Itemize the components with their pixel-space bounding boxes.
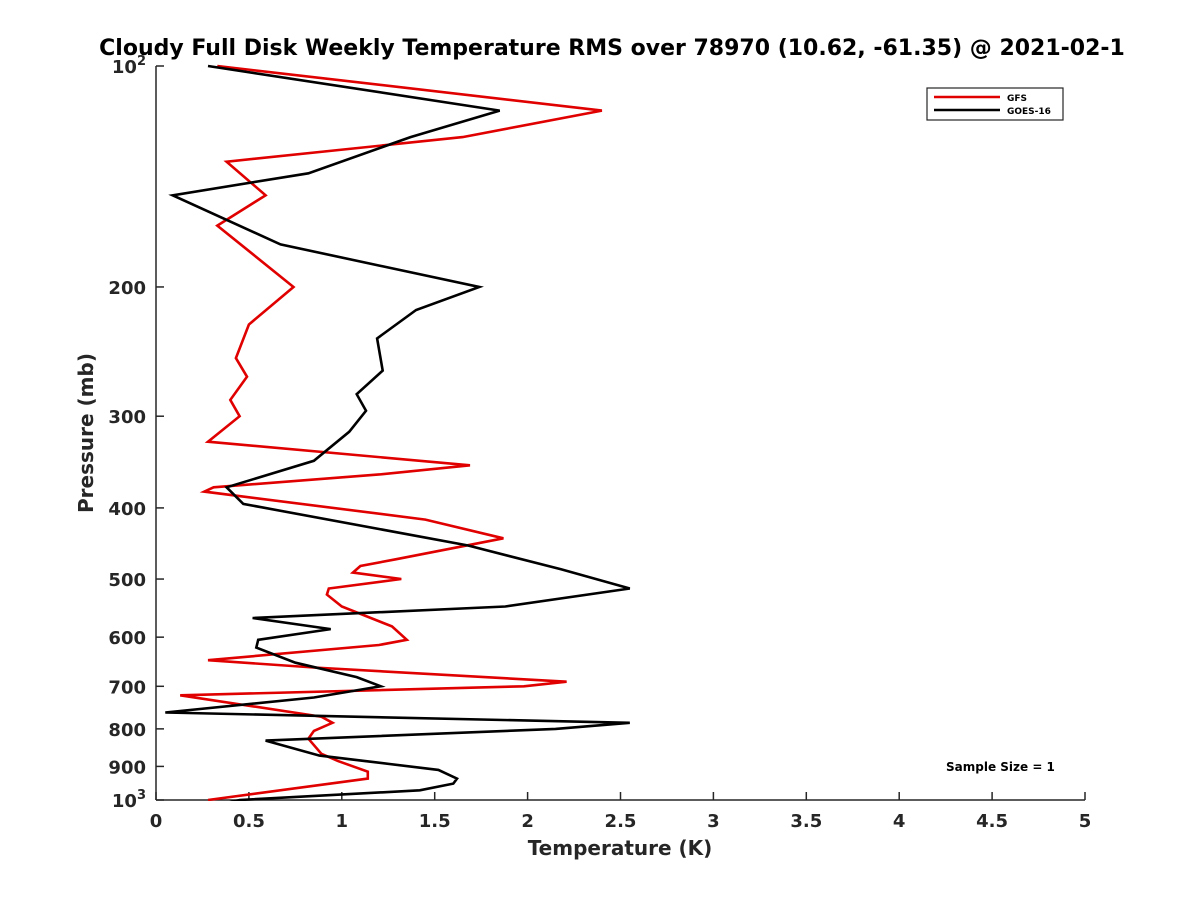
y-tick-label: 600 [108, 628, 146, 649]
y-tick-label: 500 [108, 570, 146, 591]
legend: GFS GOES-16 [926, 87, 1064, 121]
y-tick-label: 400 [108, 499, 146, 520]
x-tick-label: 5 [1079, 811, 1092, 832]
x-tick-label: 1 [336, 811, 349, 832]
sample-size-annotation: Sample Size = 1 [946, 760, 1055, 774]
legend-label-goes16: GOES-16 [1007, 107, 1051, 117]
series-line-goes16 [165, 64, 631, 801]
y-tick-label: 300 [108, 407, 146, 428]
x-tick-label: 3 [707, 811, 720, 832]
x-axis-label: Temperature (K) [528, 836, 713, 860]
legend-label-gfs: GFS [1007, 94, 1027, 104]
x-tick-label: 2.5 [605, 811, 637, 832]
y-axis-ticks: 102 200 300 400 500 600 700 800 900 103 [108, 54, 164, 812]
series-lines [165, 64, 631, 801]
x-tick-label: 1.5 [419, 811, 451, 832]
x-tick-label: 0 [150, 811, 163, 832]
y-tick-label: 102 [112, 54, 146, 78]
y-tick-label: 200 [108, 278, 146, 299]
x-tick-label: 4.5 [976, 811, 1008, 832]
x-tick-label: 2 [521, 811, 534, 832]
x-axis-ticks: 0 0.5 1 1.5 2 2.5 3 3.5 4 4.5 5 [150, 792, 1092, 832]
chart-title: Cloudy Full Disk Weekly Temperature RMS … [99, 36, 1125, 61]
y-tick-label: 900 [108, 757, 146, 778]
y-tick-label: 700 [108, 677, 146, 698]
y-tick-label: 103 [112, 788, 146, 812]
x-tick-label: 3.5 [790, 811, 822, 832]
y-axis-label: Pressure (mb) [74, 353, 98, 513]
legend-box [926, 87, 1064, 121]
x-tick-label: 4 [893, 811, 906, 832]
y-tick-label: 800 [108, 720, 146, 741]
series-line-gfs [180, 64, 603, 801]
x-tick-label: 0.5 [233, 811, 265, 832]
